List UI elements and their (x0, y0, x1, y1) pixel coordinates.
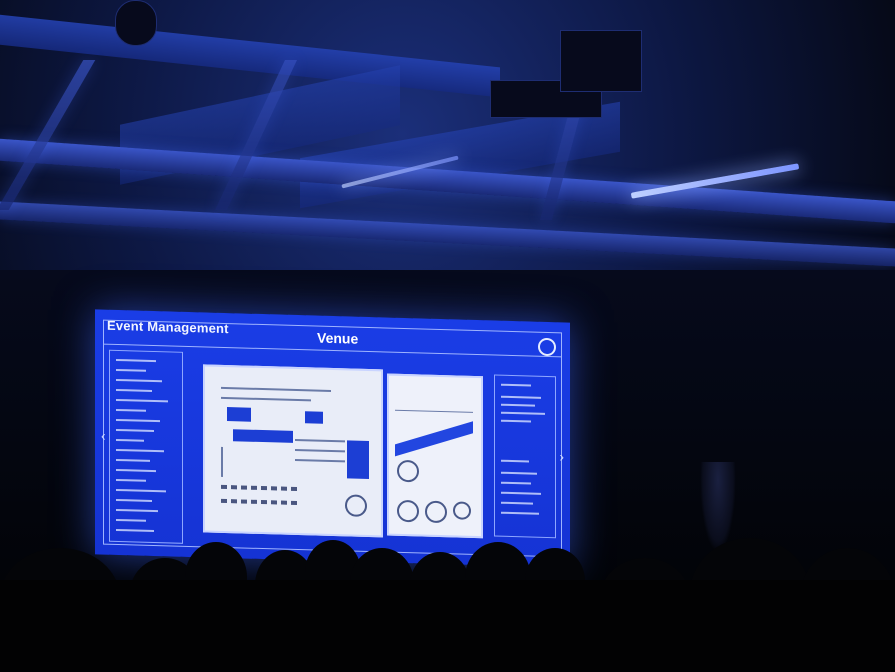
map-line (295, 448, 345, 453)
seat-dot (241, 485, 247, 490)
sidebar-line (116, 508, 158, 513)
detail-circle (397, 459, 419, 483)
chevron-right-icon: › (559, 448, 564, 465)
panel-line (501, 419, 531, 423)
seat-dot (281, 486, 287, 491)
sidebar-line (116, 518, 146, 522)
sidebar-line (116, 488, 166, 493)
detail-circle (397, 499, 419, 523)
seat-dot (291, 500, 297, 506)
seat-dot (271, 500, 277, 505)
speaker (115, 0, 157, 46)
right-panel (494, 374, 556, 539)
chevron-left-icon: ‹ (101, 427, 106, 444)
detail-circle (425, 500, 447, 524)
route-arrow (395, 421, 473, 457)
slide-heading: Venue (317, 329, 359, 347)
panel-line (501, 411, 545, 415)
panel-line (501, 471, 537, 475)
slide-sidebar (109, 349, 183, 544)
panel-line (501, 491, 541, 495)
ceiling-beam (0, 60, 96, 210)
map-block (227, 407, 251, 422)
seat-dot (241, 499, 247, 504)
seat-dot (261, 486, 267, 491)
seat-dot (251, 499, 257, 504)
detail-panel (387, 373, 483, 539)
map-line (221, 386, 331, 392)
seat-dot (261, 500, 267, 505)
map-line (295, 458, 345, 463)
map-block (347, 440, 369, 480)
panel-line (501, 403, 535, 407)
map-line (221, 396, 311, 402)
sidebar-line (116, 438, 144, 442)
seat-dot (231, 499, 237, 504)
sidebar-line (116, 368, 146, 372)
panel-line (501, 501, 533, 505)
panel-line (501, 481, 531, 485)
seat-dot (221, 484, 227, 490)
seat-dot (251, 485, 257, 490)
sidebar-line (116, 408, 146, 412)
ceiling (0, 0, 895, 300)
panel-line (501, 395, 541, 399)
ceiling-fixture (560, 30, 642, 92)
seat-dot (271, 486, 277, 491)
panel-line (501, 459, 529, 463)
seat-dot (281, 500, 287, 505)
sidebar-line (116, 398, 168, 403)
sidebar-line (116, 418, 160, 423)
map-block (305, 411, 323, 424)
seat-dot (221, 498, 227, 504)
sidebar-line (116, 468, 156, 473)
sidebar-line (116, 358, 156, 363)
map-line (295, 438, 345, 443)
map-line (221, 446, 223, 477)
sidebar-line (116, 448, 164, 453)
map-circle (345, 494, 367, 517)
panel-line (501, 383, 531, 387)
sidebar-line (116, 428, 154, 433)
detail-circle (453, 501, 471, 520)
presenter-silhouette (700, 462, 736, 552)
sidebar-line (116, 388, 152, 392)
sidebar-line (116, 378, 162, 383)
venue-map (203, 364, 383, 538)
sidebar-line (116, 478, 146, 482)
audience-foreground (0, 580, 895, 672)
detail-divider (395, 409, 473, 413)
seat-dot (291, 486, 297, 492)
panel-line (501, 511, 539, 515)
sidebar-line (116, 458, 150, 462)
seat-dot (231, 485, 237, 490)
sidebar-line (116, 498, 152, 502)
map-block (233, 429, 293, 443)
logo-icon (538, 337, 556, 357)
